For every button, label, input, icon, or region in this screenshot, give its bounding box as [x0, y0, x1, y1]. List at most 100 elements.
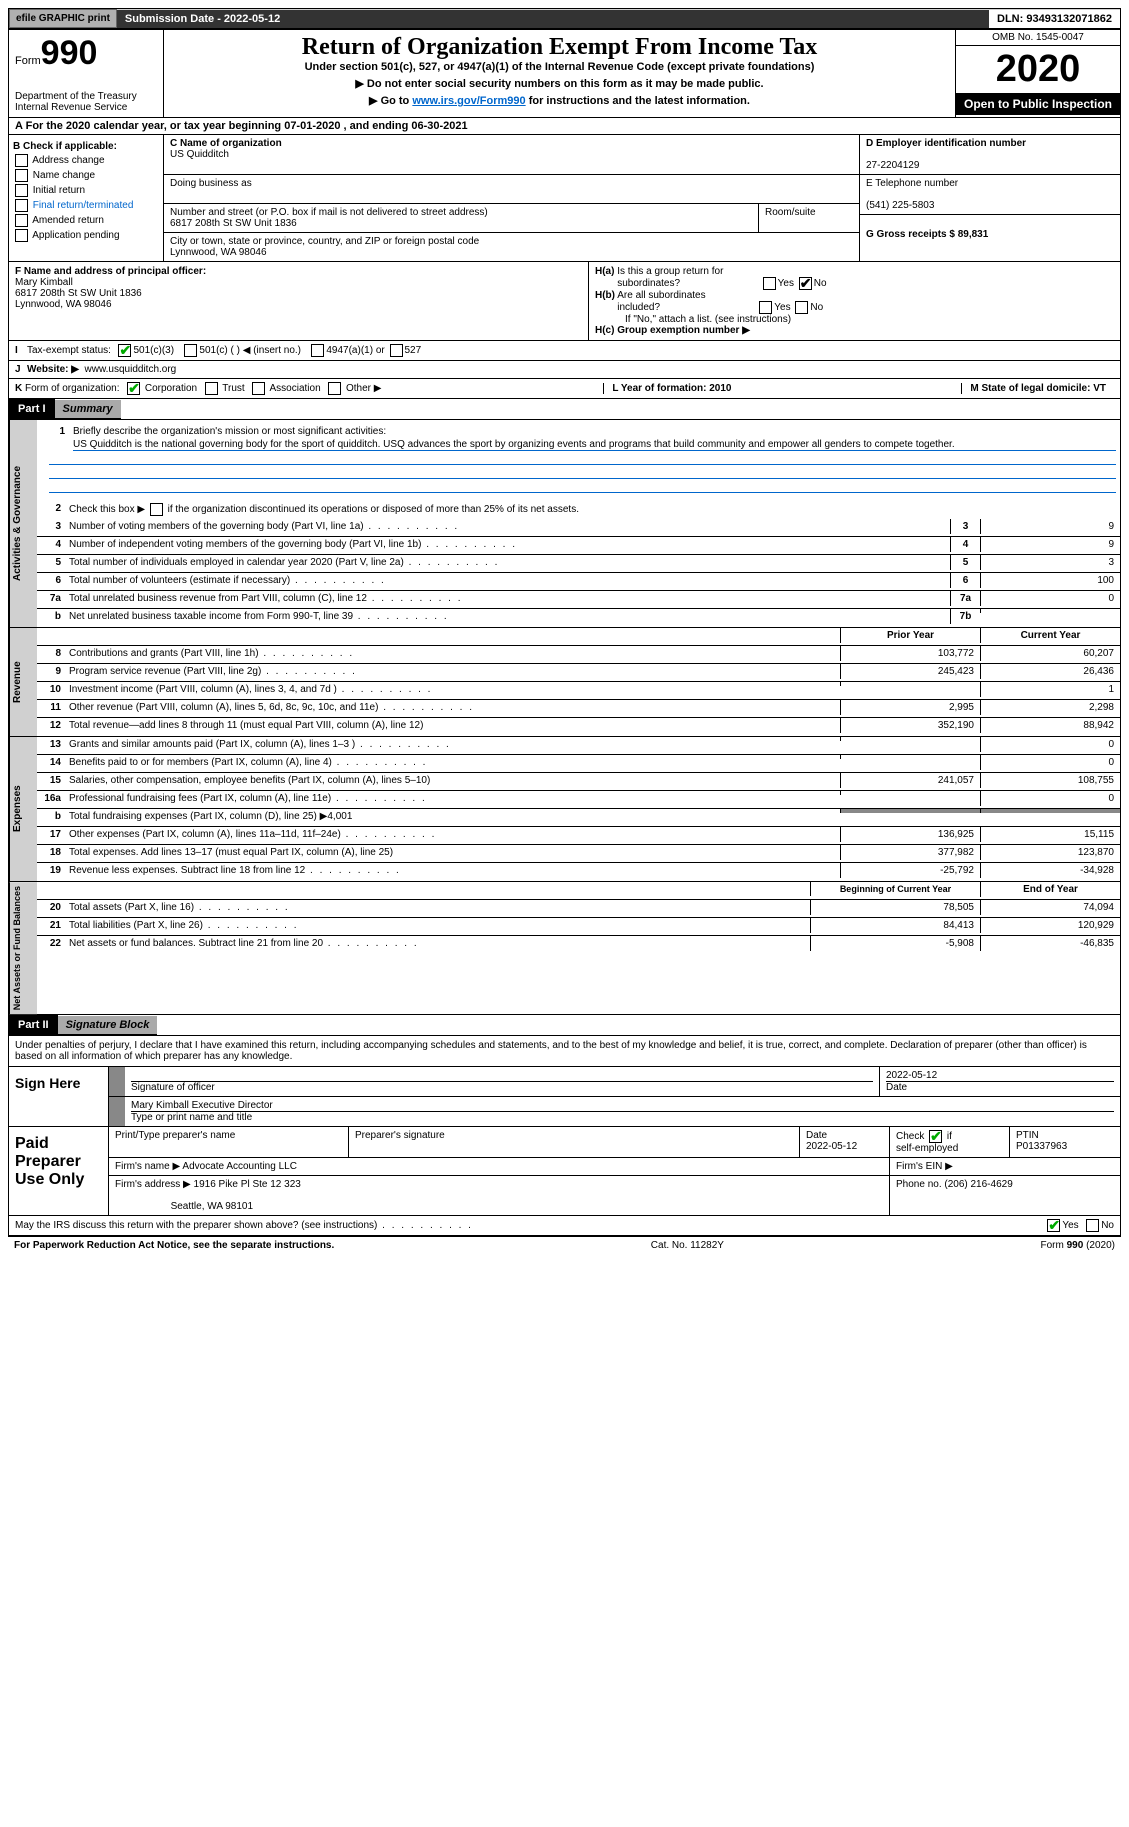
end-21: 120,929 [980, 918, 1120, 933]
checkbox-501c[interactable] [184, 344, 197, 357]
prior-9: 245,423 [840, 664, 980, 679]
section-a: A For the 2020 calendar year, or tax yea… [8, 118, 1121, 135]
end-22: -46,835 [980, 936, 1120, 951]
prior-17: 136,925 [840, 827, 980, 842]
checkbox-hb-no[interactable] [795, 301, 808, 314]
checkbox-initial[interactable] [15, 184, 28, 197]
curr-14: 0 [980, 755, 1120, 770]
beg-22: -5,908 [810, 936, 980, 951]
checkbox-name-change[interactable] [15, 169, 28, 182]
checkbox-corp[interactable] [127, 382, 140, 395]
footer: For Paperwork Reduction Act Notice, see … [8, 1236, 1121, 1254]
val-3: 9 [980, 519, 1120, 534]
line-klm: K Form of organization: Corporation Trus… [8, 379, 1121, 399]
org-address: 6817 208th St SW Unit 1836 [170, 218, 297, 229]
curr-9: 26,436 [980, 664, 1120, 679]
val-4: 9 [980, 537, 1120, 552]
net-assets-section: Net Assets or Fund Balances Beginning of… [8, 882, 1121, 1015]
checkbox-527[interactable] [390, 344, 403, 357]
officer-name: Mary Kimball [15, 277, 73, 288]
declaration: Under penalties of perjury, I declare th… [8, 1036, 1121, 1067]
firm-address: 1916 Pike Pl Ste 12 323 [194, 1179, 301, 1190]
val-6: 100 [980, 573, 1120, 588]
paid-preparer-block: Paid Preparer Use Only Print/Type prepar… [8, 1127, 1121, 1216]
prior-16a [840, 791, 980, 795]
prior-11: 2,995 [840, 700, 980, 715]
discuss-line: May the IRS discuss this return with the… [8, 1216, 1121, 1236]
checkbox-final[interactable] [15, 199, 28, 212]
curr-13: 0 [980, 737, 1120, 752]
checkbox-assoc[interactable] [252, 382, 265, 395]
top-bar: efile GRAPHIC print Submission Date - 20… [8, 8, 1121, 29]
prior-14 [840, 755, 980, 759]
sign-here-block: Sign Here Signature of officer 2022-05-1… [8, 1067, 1121, 1127]
mission-text: US Quidditch is the national governing b… [73, 439, 1116, 451]
form-title: Return of Organization Exempt From Incom… [172, 34, 947, 61]
checkbox-discontinued[interactable] [150, 503, 163, 516]
curr-15: 108,755 [980, 773, 1120, 788]
phone: (541) 225-5803 [866, 200, 934, 211]
revenue-section: Revenue Prior YearCurrent Year 8Contribu… [8, 628, 1121, 737]
end-20: 74,094 [980, 900, 1120, 915]
checkbox-4947[interactable] [311, 344, 324, 357]
checkbox-ha-yes[interactable] [763, 277, 776, 290]
prior-15: 241,057 [840, 773, 980, 788]
form-header: Form990 Department of the Treasury Inter… [8, 29, 1121, 118]
tax-year: 2020 [956, 46, 1120, 93]
org-city: Lynnwood, WA 98046 [170, 247, 267, 258]
prior-8: 103,772 [840, 646, 980, 661]
omb-number: OMB No. 1545-0047 [956, 30, 1120, 46]
year-formation: L Year of formation: 2010 [603, 383, 739, 394]
efile-button[interactable]: efile GRAPHIC print [9, 9, 117, 28]
checkbox-addr-change[interactable] [15, 154, 28, 167]
val-7b [980, 609, 1120, 613]
checkbox-other[interactable] [328, 382, 341, 395]
form-footer-label: Form 990 (2020) [1041, 1240, 1115, 1251]
ptin: P01337963 [1016, 1141, 1067, 1152]
beg-21: 84,413 [810, 918, 980, 933]
line-j: J Website: ▶ www.usquidditch.org [8, 361, 1121, 379]
dln: DLN: 93493132071862 [989, 10, 1120, 28]
checkbox-trust[interactable] [205, 382, 218, 395]
irs-link[interactable]: www.irs.gov/Form990 [412, 95, 525, 107]
part2-header: Part IISignature Block [8, 1015, 1121, 1036]
governance-section: Activities & Governance 1Briefly describ… [8, 420, 1121, 628]
curr-19: -34,928 [980, 863, 1120, 878]
checkbox-discuss-no[interactable] [1086, 1219, 1099, 1232]
checkbox-pending[interactable] [15, 229, 28, 242]
part1-header: Part ISummary [8, 399, 1121, 420]
info-block: B Check if applicable: Address change Na… [8, 135, 1121, 261]
curr-11: 2,298 [980, 700, 1120, 715]
fgh-row: F Name and address of principal officer:… [8, 261, 1121, 341]
firm-phone: Phone no. (206) 216-4629 [890, 1176, 1120, 1215]
ein: 27-2204129 [866, 160, 919, 171]
prior-13 [840, 737, 980, 741]
firm-name: Advocate Accounting LLC [182, 1161, 297, 1172]
subtitle-1: Under section 501(c), 527, or 4947(a)(1)… [172, 61, 947, 73]
officer-sig-name: Mary Kimball Executive Director [131, 1100, 273, 1111]
gross-receipts: G Gross receipts $ 89,831 [866, 229, 988, 240]
line-i: I Tax-exempt status: 501(c)(3) 501(c) ( … [8, 341, 1121, 361]
checkbox-self-employed[interactable] [929, 1130, 942, 1143]
curr-17: 15,115 [980, 827, 1120, 842]
dept-label: Department of the Treasury Internal Reve… [15, 91, 157, 113]
prior-10 [840, 682, 980, 686]
checkbox-ha-no[interactable] [799, 277, 812, 290]
prior-18: 377,982 [840, 845, 980, 860]
val-7a: 0 [980, 591, 1120, 606]
curr-16a: 0 [980, 791, 1120, 806]
expenses-section: Expenses 13Grants and similar amounts pa… [8, 737, 1121, 882]
checkbox-501c3[interactable] [118, 344, 131, 357]
curr-12: 88,942 [980, 718, 1120, 733]
prior-19: -25,792 [840, 863, 980, 878]
checkbox-discuss-yes[interactable] [1047, 1219, 1060, 1232]
form-label: Form990 [15, 34, 157, 73]
val-5: 3 [980, 555, 1120, 570]
inspection-label: Open to Public Inspection [956, 93, 1120, 115]
website: www.usquidditch.org [85, 364, 177, 375]
subtitle-3: ▶ Go to www.irs.gov/Form990 for instruct… [172, 94, 947, 107]
state-domicile: M State of legal domicile: VT [961, 383, 1114, 394]
checkbox-amended[interactable] [15, 214, 28, 227]
checkbox-hb-yes[interactable] [759, 301, 772, 314]
curr-8: 60,207 [980, 646, 1120, 661]
